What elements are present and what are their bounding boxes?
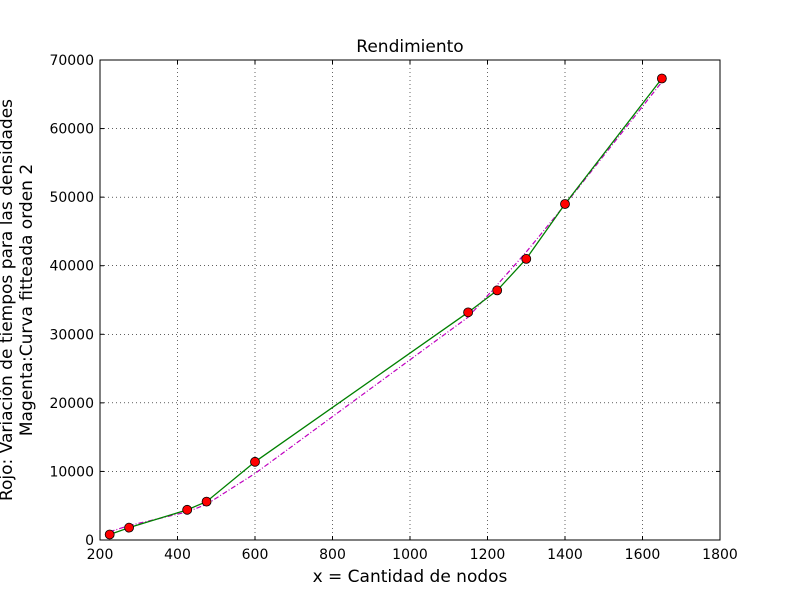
y-tick-label: 60000 bbox=[49, 122, 94, 138]
measured-data-point bbox=[124, 522, 134, 533]
x-tick-label: 1200 bbox=[470, 547, 506, 563]
x-tick-label: 1800 bbox=[702, 547, 738, 563]
ticks: 200 400 600 800 1000 1200 1400 1600 1800 0 10000 20… bbox=[49, 53, 737, 563]
measured-data-point bbox=[250, 456, 260, 467]
y-axis-label-line-1: Rojo: Variación de tiempos para las dens… bbox=[0, 99, 17, 501]
measured-data-point bbox=[560, 199, 570, 209]
x-tick-label: 400 bbox=[164, 547, 191, 563]
grid bbox=[100, 60, 720, 540]
measured-data-point bbox=[182, 504, 193, 515]
y-tick-label: 20000 bbox=[49, 396, 94, 412]
measured-data-point bbox=[656, 73, 667, 84]
y-tick-label: 10000 bbox=[49, 464, 94, 480]
x-tick-label: 1400 bbox=[547, 547, 583, 563]
y-tick-label: 30000 bbox=[49, 327, 94, 343]
x-axis-label: x = Cantidad de nodos bbox=[313, 567, 508, 587]
y-axis-label-line-2: Magenta:Curva fitteada orden 2 bbox=[17, 164, 37, 436]
chart-title: Rendimiento bbox=[356, 37, 463, 57]
x-tick-label: 1000 bbox=[392, 547, 428, 563]
y-tick-label: 50000 bbox=[49, 190, 94, 206]
x-tick-label: 200 bbox=[87, 547, 114, 563]
measured-data-point bbox=[201, 496, 212, 507]
y-tick-label: 0 bbox=[85, 533, 94, 549]
measured-series-line bbox=[109, 78, 663, 536]
x-tick-label: 800 bbox=[319, 547, 346, 563]
series-layer bbox=[104, 73, 667, 540]
y-tick-label: 40000 bbox=[49, 259, 94, 275]
x-tick-label: 600 bbox=[242, 547, 269, 563]
measured-data-point bbox=[463, 307, 474, 318]
measured-data-point bbox=[104, 529, 115, 540]
y-tick-label: 70000 bbox=[49, 53, 94, 69]
measured-data-point bbox=[521, 253, 532, 264]
measured-data-point bbox=[492, 285, 503, 296]
x-tick-label: 1600 bbox=[625, 547, 661, 563]
